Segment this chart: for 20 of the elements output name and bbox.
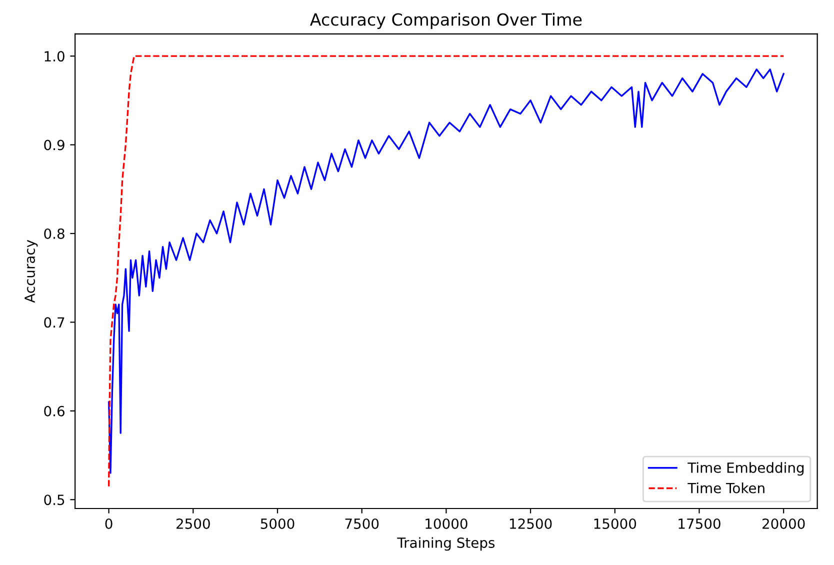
y-axis-title: Accuracy: [24, 240, 38, 303]
y-tick-label: 0.5: [44, 494, 64, 506]
y-tick-label: 0.6: [44, 406, 64, 416]
x-tick-label: 2500: [176, 518, 210, 529]
x-tick-label: 20000: [762, 518, 805, 529]
x-tick-label: 15000: [594, 518, 636, 529]
y-tick-label: 0.8: [44, 228, 64, 239]
x-tick-label: 17500: [678, 518, 720, 529]
x-tick-label: 7500: [345, 518, 379, 529]
x-tick-label: 12500: [510, 518, 552, 529]
chart-title: Accuracy Comparison Over Time: [310, 12, 582, 30]
y-tick-label: 0.9: [44, 140, 64, 150]
y-tick-label: 1.0: [44, 51, 64, 62]
legend-label: Time Token: [688, 482, 764, 494]
y-tick-label: 0.7: [44, 317, 64, 328]
x-tick-label: 5000: [260, 518, 294, 529]
legend-label: Time Embedding: [688, 462, 804, 476]
x-axis-title: Training Steps: [397, 537, 495, 551]
x-tick-label: 10000: [426, 518, 468, 529]
x-tick-label: 0: [105, 518, 112, 529]
